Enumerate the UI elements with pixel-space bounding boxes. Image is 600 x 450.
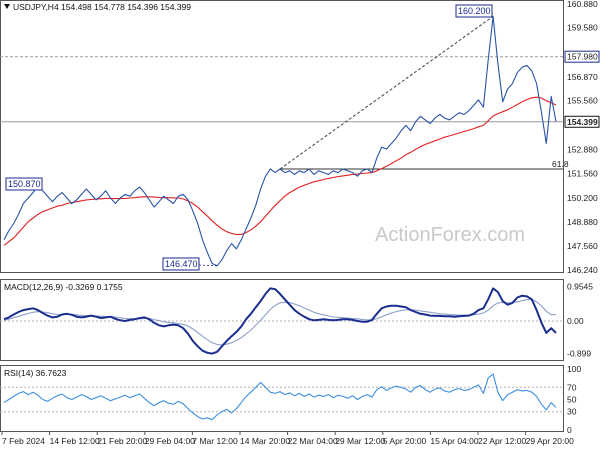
callout-leader [198,264,218,267]
callout-box [162,257,200,271]
macd-panel-frame [0,279,564,361]
rsi-line [3,373,557,421]
y-tick-label: 50 [567,395,577,405]
y-tick-label: 0.9545 [567,281,593,291]
y-tick-label: 100 [567,364,581,374]
y-tick-label: 146.240 [567,265,598,275]
price-panel-title: USDJPY,H4 154.498 154.778 154.396 154.39… [13,2,191,12]
resistance-label: 157.980 [567,52,598,62]
y-tick-label: 160.880 [567,0,598,9]
x-tick-label: 14 Mar 20:00 [240,436,290,446]
callout-label: 150.870 [8,179,41,189]
y-tick-label: 0 [567,425,572,435]
callout-label: 146.470 [165,259,198,269]
x-tick-label: 15 Apr 04:00 [430,436,478,446]
rsi-panel-frame [0,365,564,432]
y-tick-label: 0.00 [567,316,584,326]
y-tick-label: 152.880 [567,144,598,154]
price-panel-frame [0,0,564,273]
y-tick-label: 30 [567,407,577,417]
callout-box [5,177,43,191]
watermark: ActionForex.com [375,224,525,246]
price-line [3,15,557,267]
x-tick-label: 21 Feb 20:00 [97,436,147,446]
y-tick-label: 147.560 [567,241,598,251]
x-tick-label: 29 Mar 12:00 [335,436,385,446]
y-tick-label: 154.399 [567,117,598,127]
x-tick-label: 14 Feb 12:00 [50,436,100,446]
resistance-tag [564,50,600,63]
macd-panel-title: MACD(12,26,9) -0.3269 0.1755 [4,282,123,292]
x-tick-label: 7 Mar 12:00 [192,436,238,446]
x-tick-label: 5 Apr 20:00 [383,436,427,446]
x-tick-label: 29 Feb 04:00 [145,436,195,446]
y-tick-label: 150.200 [567,193,598,203]
y-tick-label: 156.870 [567,72,598,82]
y-tick-label: 151.560 [567,168,598,178]
triangle-down-icon[interactable] [4,4,10,9]
macd-line [3,287,557,355]
x-tick-label: 29 Apr 20:00 [526,436,574,446]
y-tick-label: 155.560 [567,96,598,106]
callout-box [455,4,493,18]
trend-line [279,15,494,170]
fib-level-label: 61.8 [552,159,569,169]
rsi-panel-title: RSI(14) 36.7623 [4,368,67,378]
y-tick-label: 70 [567,382,577,392]
signal-line [3,299,557,346]
x-tick-label: 22 Apr 12:00 [478,436,526,446]
y-tick-label: 159.580 [567,23,598,33]
current-price-tag [564,115,600,128]
y-tick-label: 148.880 [567,217,598,227]
x-tick-label: 22 Mar 04:00 [288,436,338,446]
callout-label: 160.200 [458,6,491,16]
x-tick-label: 7 Feb 2024 [2,436,45,446]
y-tick-label: -0.899 [567,349,591,359]
